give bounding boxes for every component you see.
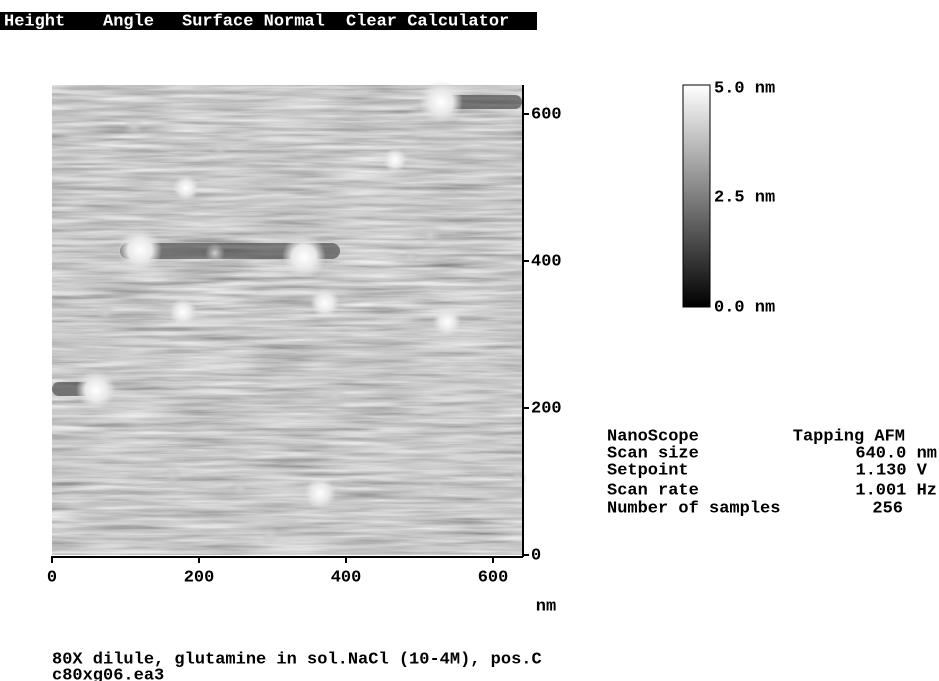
- shape: [95, 302, 115, 322]
- x-tick-label: 400: [331, 568, 362, 587]
- menu-item[interactable]: Clear Calculator: [346, 12, 509, 31]
- y-tick-label: 400: [531, 252, 562, 271]
- menu-item[interactable]: Height: [4, 12, 65, 31]
- shape: [428, 479, 446, 497]
- shape: [123, 115, 145, 137]
- menu-background: [0, 12, 537, 30]
- menu-bar: Height Angle Surface Normal Clear Calcul…: [0, 12, 537, 31]
- shape: [282, 235, 326, 279]
- afm-image: [52, 80, 527, 555]
- shape: [76, 370, 116, 410]
- caption-line: 80X dilule, glutamine in sol.NaCl (10-4M…: [52, 650, 542, 669]
- info-label: Scan rate: [607, 481, 699, 500]
- x-tick-label: 200: [184, 568, 215, 587]
- shape: [304, 477, 336, 509]
- x-tick-label: 600: [478, 568, 509, 587]
- axes: [51, 85, 529, 563]
- shape: [230, 478, 250, 498]
- colorbar-label: 0.0 nm: [714, 298, 775, 317]
- info-value: 1.001 Hz: [855, 481, 937, 500]
- colorbar: 5.0 nm 2.5 nm 0.0 nm: [682, 79, 775, 317]
- y-tick-label: 0: [531, 546, 541, 565]
- info-value: 1.130 V: [856, 461, 928, 480]
- shape: [173, 175, 199, 201]
- shape: [509, 469, 527, 487]
- info-panel: NanoScope Tapping AFM Scan size 640.0 nm…: [607, 427, 937, 518]
- shape: [401, 249, 419, 267]
- shape: [383, 148, 407, 172]
- shape: [209, 137, 231, 159]
- colorbar-label: 2.5 nm: [714, 188, 775, 207]
- menu-item[interactable]: Surface Normal: [182, 12, 325, 31]
- x-tick-label: 0: [47, 568, 57, 587]
- info-label: Scan size: [607, 444, 699, 463]
- shape: [418, 223, 442, 247]
- info-label: Number of samples: [607, 499, 780, 518]
- info-value: 640.0 nm: [855, 444, 937, 463]
- shape: [260, 525, 280, 545]
- particles: [76, 80, 527, 545]
- shape: [162, 465, 182, 485]
- shape: [118, 228, 162, 272]
- shape: [433, 308, 461, 336]
- info-value: 256: [872, 499, 903, 518]
- info-label: NanoScope: [607, 427, 699, 446]
- caption-line: c80xg06.ea3: [52, 666, 164, 681]
- colorbar-label: 5.0 nm: [714, 79, 775, 98]
- menu-item[interactable]: Angle: [103, 12, 154, 31]
- y-tick-label: 600: [531, 105, 562, 124]
- shape: [169, 298, 197, 326]
- info-value: Tapping AFM: [793, 427, 905, 446]
- y-tick-label: 200: [531, 399, 562, 418]
- colorbar-gradient: [682, 84, 711, 308]
- shape: [310, 288, 340, 318]
- shape: [323, 383, 347, 407]
- shape: [419, 80, 463, 124]
- shape: [205, 243, 225, 263]
- info-label: Setpoint: [607, 461, 689, 480]
- x-unit: nm: [536, 597, 556, 616]
